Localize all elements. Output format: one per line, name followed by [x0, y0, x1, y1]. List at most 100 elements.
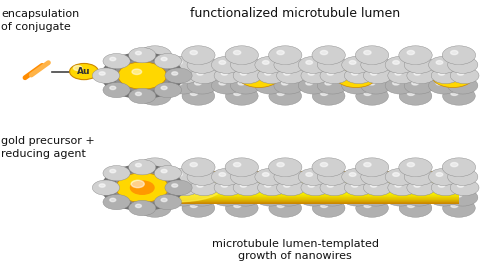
Circle shape	[139, 199, 171, 217]
Circle shape	[301, 68, 330, 84]
Circle shape	[125, 77, 155, 94]
Circle shape	[190, 163, 197, 167]
Circle shape	[436, 81, 443, 85]
Circle shape	[154, 184, 160, 187]
Circle shape	[451, 204, 458, 208]
Circle shape	[393, 173, 399, 176]
Circle shape	[154, 82, 181, 98]
Circle shape	[281, 81, 288, 85]
Bar	[155, 198, 459, 199]
Circle shape	[234, 92, 241, 96]
Circle shape	[263, 81, 269, 85]
Bar	[155, 178, 459, 179]
Circle shape	[139, 87, 171, 105]
Circle shape	[408, 92, 415, 96]
Circle shape	[172, 184, 178, 187]
Circle shape	[268, 46, 302, 65]
Circle shape	[414, 184, 420, 187]
Circle shape	[321, 92, 328, 96]
Circle shape	[147, 204, 154, 208]
Circle shape	[269, 199, 301, 217]
Circle shape	[306, 60, 312, 64]
Circle shape	[187, 77, 217, 94]
Circle shape	[443, 87, 475, 105]
Circle shape	[320, 68, 349, 84]
Circle shape	[385, 189, 415, 206]
Circle shape	[312, 46, 345, 65]
Circle shape	[448, 189, 478, 206]
Circle shape	[146, 163, 154, 167]
Circle shape	[144, 56, 174, 73]
Bar	[155, 174, 459, 175]
Circle shape	[320, 180, 349, 196]
Circle shape	[238, 193, 245, 197]
Circle shape	[342, 77, 372, 94]
Circle shape	[274, 189, 304, 206]
Circle shape	[274, 168, 304, 185]
Circle shape	[298, 77, 328, 94]
Circle shape	[364, 92, 371, 96]
Circle shape	[129, 88, 156, 104]
Circle shape	[284, 184, 290, 187]
Bar	[155, 175, 459, 176]
Circle shape	[233, 180, 262, 196]
Circle shape	[115, 172, 170, 203]
Circle shape	[455, 60, 462, 64]
Circle shape	[194, 173, 201, 176]
Circle shape	[211, 56, 241, 73]
Circle shape	[92, 68, 120, 83]
Circle shape	[102, 165, 182, 210]
Circle shape	[388, 68, 417, 84]
Circle shape	[455, 173, 462, 176]
Circle shape	[448, 56, 478, 73]
Circle shape	[190, 204, 197, 208]
Circle shape	[264, 72, 271, 75]
Circle shape	[178, 184, 184, 187]
Circle shape	[429, 77, 459, 94]
Circle shape	[412, 60, 419, 64]
Circle shape	[448, 168, 478, 185]
Circle shape	[234, 204, 241, 208]
Bar	[155, 182, 459, 183]
Circle shape	[412, 81, 419, 85]
Circle shape	[298, 189, 328, 206]
Circle shape	[277, 50, 284, 55]
Circle shape	[363, 180, 392, 196]
Circle shape	[368, 173, 375, 176]
Bar	[155, 171, 459, 172]
Circle shape	[233, 163, 241, 167]
Circle shape	[132, 173, 139, 176]
Circle shape	[399, 46, 432, 65]
Circle shape	[457, 72, 464, 75]
Bar	[155, 197, 459, 198]
Circle shape	[317, 56, 348, 73]
Circle shape	[327, 72, 334, 75]
Circle shape	[161, 86, 167, 90]
Circle shape	[431, 180, 460, 196]
Circle shape	[197, 184, 203, 187]
Circle shape	[102, 53, 182, 98]
Circle shape	[395, 72, 401, 75]
Bar	[155, 183, 459, 184]
Circle shape	[131, 180, 144, 188]
Circle shape	[436, 60, 443, 64]
Circle shape	[442, 46, 476, 65]
Bar	[155, 187, 459, 188]
Circle shape	[135, 51, 142, 55]
Bar	[155, 177, 459, 178]
Bar	[155, 190, 459, 191]
Circle shape	[146, 50, 154, 55]
Circle shape	[70, 63, 98, 80]
Circle shape	[125, 189, 155, 206]
Circle shape	[395, 184, 401, 187]
Circle shape	[131, 181, 154, 194]
Circle shape	[407, 50, 415, 55]
Circle shape	[364, 163, 371, 167]
Circle shape	[312, 199, 345, 217]
Circle shape	[197, 72, 203, 75]
Circle shape	[342, 56, 372, 73]
Circle shape	[308, 184, 314, 187]
Circle shape	[238, 64, 280, 87]
Circle shape	[321, 204, 328, 208]
Circle shape	[351, 184, 358, 187]
